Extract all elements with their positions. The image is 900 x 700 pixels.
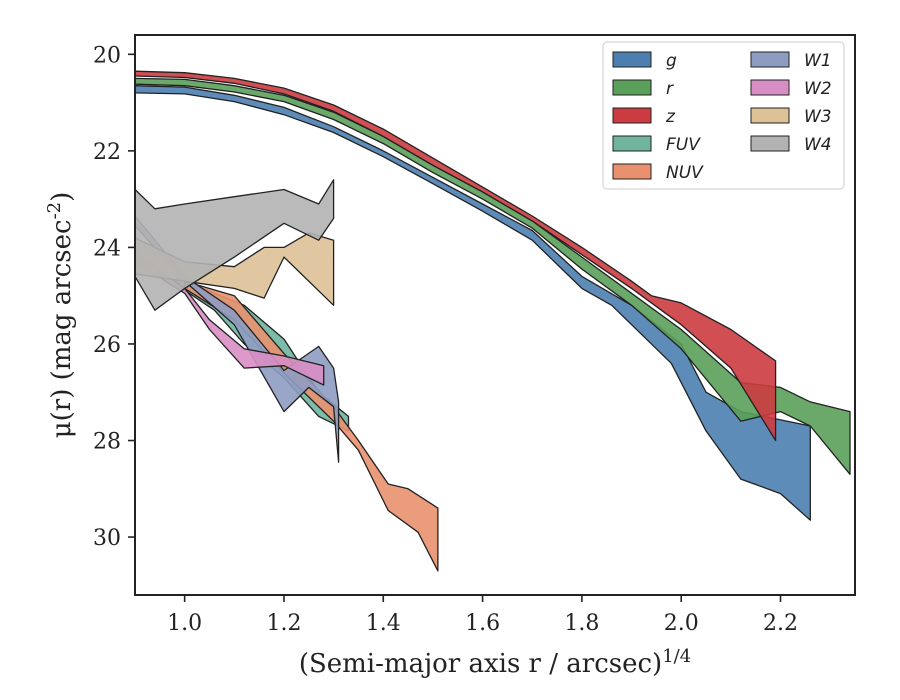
- legend-label-w1: W1: [804, 51, 832, 71]
- legend-swatch-g: [612, 51, 652, 68]
- legend-swatch-z: [612, 107, 652, 124]
- legend: grz FUV NUV W1 W2 W3 W4: [602, 41, 845, 190]
- legend-swatch-w2: [750, 79, 790, 96]
- band-layer: [134, 70, 851, 572]
- y-tick-label: 26: [93, 333, 121, 358]
- y-tick-label: 22: [93, 140, 121, 165]
- legend-box: [602, 41, 845, 190]
- legend-swatch-nuv: [612, 163, 652, 180]
- legend-label-g: g: [666, 51, 677, 71]
- x-tick-label: 1.2: [266, 611, 301, 636]
- legend-label-z: z: [665, 107, 676, 127]
- x-tick-label: 1.6: [465, 611, 500, 636]
- x-tick-label: 1.4: [366, 611, 401, 636]
- y-axis-label: μ(r) (mag arcsec-2): [44, 192, 78, 439]
- legend-label-w3: W3: [804, 107, 832, 127]
- band-g: [134, 85, 811, 521]
- y-tick-label: 30: [93, 526, 121, 551]
- band-z: [134, 70, 777, 442]
- x-axis-label: (Semi-major axis r / arcsec)1/4: [299, 646, 691, 680]
- x-tick-label: 2.0: [664, 611, 699, 636]
- legend-swatch-r: [612, 79, 652, 96]
- legend-swatch-w1: [750, 51, 790, 68]
- legend-label-nuv: NUV: [666, 163, 704, 183]
- legend-swatch-fuv: [612, 135, 652, 152]
- x-tick-label: 1.8: [564, 611, 599, 636]
- band-w4: [134, 179, 335, 311]
- legend-swatch-w3: [750, 107, 790, 124]
- x-tick-label: 1.0: [167, 611, 202, 636]
- x-tick-label: 2.2: [763, 611, 798, 636]
- band-w2: [134, 251, 325, 386]
- y-tick-label: 28: [93, 430, 121, 455]
- legend-label-w4: W4: [804, 135, 832, 155]
- legend-label-w2: W2: [804, 79, 832, 99]
- legend-label-r: r: [666, 79, 674, 99]
- tick-layer: 1.0 1.2 1.4 1.6 1.8 2.0 2.2 20 22 24 26 28 30: [93, 43, 798, 636]
- legend-label-fuv: FUV: [666, 135, 701, 155]
- y-tick-label: 24: [93, 236, 121, 261]
- plot-frame: [134, 34, 856, 596]
- legend-swatch-w4: [750, 135, 790, 152]
- y-tick-label: 20: [93, 43, 121, 68]
